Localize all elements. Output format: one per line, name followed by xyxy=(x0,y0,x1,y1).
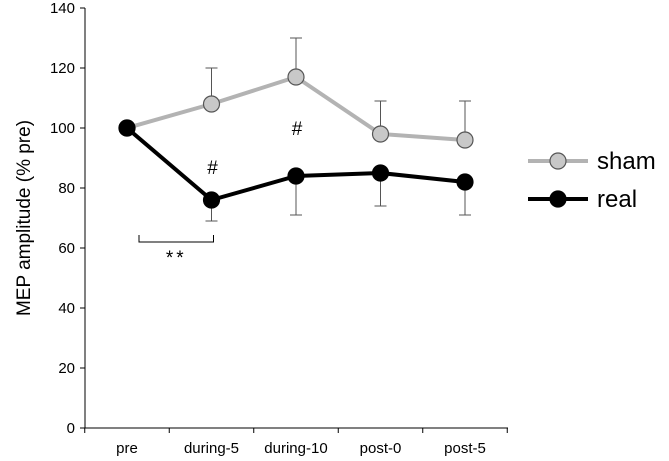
axes: 0 20 40 60 80 100 120 140 pre during-5 during-10 po… xyxy=(14,0,508,457)
legend-label-real: real xyxy=(597,186,637,213)
legend-marker-real xyxy=(549,190,567,208)
y-tick-label: 40 xyxy=(58,300,75,317)
x-tick-label: post-0 xyxy=(360,440,402,457)
y-axis-label: MEP amplitude (% pre) xyxy=(14,120,35,316)
y-tick-label: 60 xyxy=(58,240,75,257)
y-tick-label: 0 xyxy=(67,420,75,437)
data-point-real xyxy=(287,167,305,185)
x-tick-label: pre xyxy=(116,440,138,457)
y-tick-label: 100 xyxy=(50,120,75,137)
data-point-real xyxy=(371,164,390,182)
significance-marker: # xyxy=(292,119,303,140)
significance-marker: # xyxy=(207,158,218,179)
significance-label: ** xyxy=(166,248,187,269)
data-point-sham xyxy=(202,95,221,113)
error-bars xyxy=(205,37,471,222)
x-tick-label: post-5 xyxy=(444,440,486,457)
data-point-sham xyxy=(371,125,390,143)
significance-bracket xyxy=(138,235,214,243)
x-tick-label: during-5 xyxy=(184,440,239,457)
y-tick-label: 80 xyxy=(58,180,75,197)
y-tick-label: 140 xyxy=(50,0,75,17)
data-point-sham xyxy=(287,68,305,86)
x-tick-label: during-10 xyxy=(264,440,327,457)
data-point-real xyxy=(456,173,474,191)
annotations: # # ** xyxy=(138,119,303,269)
data-point-real xyxy=(118,119,136,137)
legend: sham real xyxy=(528,148,656,213)
series-markers xyxy=(118,68,474,209)
data-point-sham xyxy=(456,131,474,149)
legend-label-sham: sham xyxy=(597,148,656,175)
legend-marker-sham xyxy=(549,152,567,170)
y-tick-label: 20 xyxy=(58,360,75,377)
y-tick-label: 120 xyxy=(50,60,75,77)
data-point-real xyxy=(202,191,221,209)
